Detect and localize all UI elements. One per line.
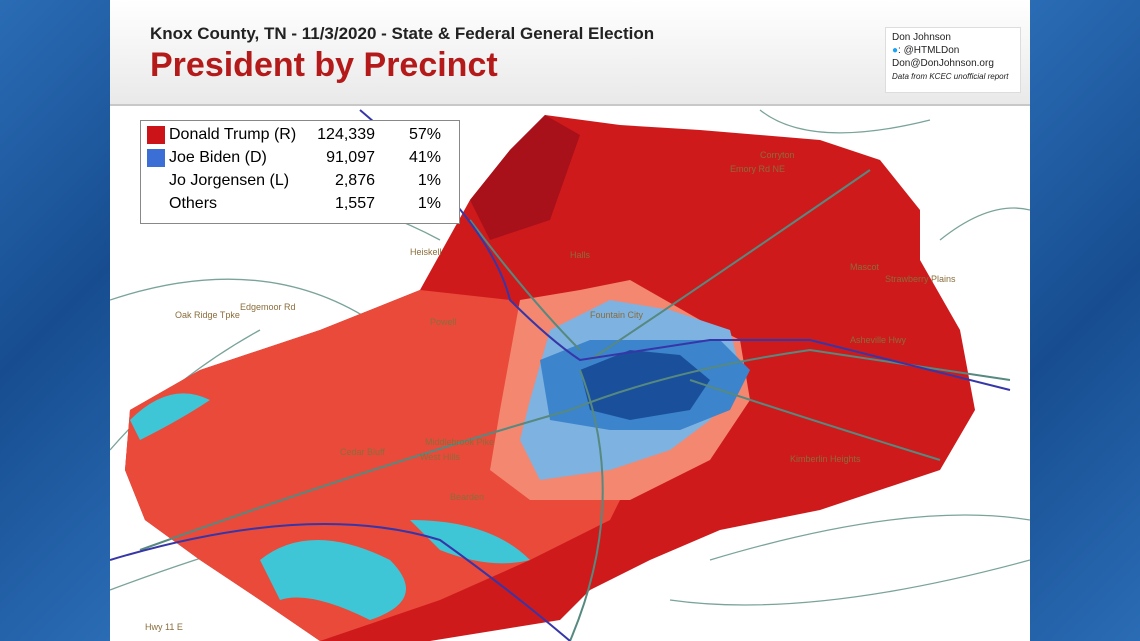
place-label: Oak Ridge Tpke: [175, 310, 240, 320]
subtitle: President by Precinct: [150, 46, 498, 84]
legend-row: Donald Trump (R) 124,339 57%: [145, 124, 455, 146]
precinct-dark: [470, 115, 580, 240]
panel: Heiskell Halls Corryton Powell Mascot Strawbe…: [110, 0, 1030, 641]
title: Knox County, TN - 11/3/2020 - State & Fe…: [150, 24, 655, 43]
place-label: Halls: [570, 250, 591, 260]
place-label: Fountain City: [590, 310, 644, 320]
twitter-icon: ●: [892, 45, 899, 56]
interstate: [110, 523, 571, 641]
legend-swatch: [147, 126, 165, 144]
votes: 1,557: [334, 195, 375, 212]
place-label: Middlebrook Pike: [425, 437, 494, 447]
place-label: Bearden: [450, 492, 484, 502]
legend-row: Jo Jorgensen (L) 2,876 1%: [145, 170, 455, 192]
percent: 57%: [408, 126, 441, 143]
place-label: Asheville Hwy: [850, 335, 907, 345]
place-label: Mascot: [850, 262, 880, 272]
lake: [130, 393, 530, 620]
credit-twitter: ●: @HTMLDon: [892, 44, 1014, 57]
credit-note: Data from KCEC unofficial report: [892, 72, 1009, 81]
credit-name: Don Johnson: [892, 32, 951, 43]
candidate: Others: [169, 195, 218, 212]
legend-swatch: [147, 149, 165, 167]
votes: 124,339: [317, 126, 375, 143]
place-label: Emory Rd NE: [730, 164, 785, 174]
credit-email: Don@DonJohnson.org: [892, 58, 994, 69]
place-label: Edgemoor Rd: [240, 302, 296, 312]
credit: Don Johnson ●: @HTMLDon Don@DonJohnson.o…: [885, 27, 1021, 93]
votes: 2,876: [334, 172, 375, 189]
legend-row: Joe Biden (D) 91,097 41%: [145, 147, 455, 169]
place-label: Kimberlin Heights: [790, 454, 861, 464]
candidate: Donald Trump (R): [169, 126, 297, 143]
map: Heiskell Halls Corryton Powell Mascot Strawbe…: [110, 109, 1030, 641]
header: Knox County, TN - 11/3/2020 - State & Fe…: [110, 0, 1030, 106]
legend: Donald Trump (R) 124,339 57% Joe Biden (D) 9…: [140, 120, 460, 224]
candidate: Jo Jorgensen (L): [169, 172, 290, 189]
side-bg: [0, 0, 110, 641]
candidate: Joe Biden (D): [169, 149, 267, 166]
percent: 41%: [408, 149, 441, 166]
place-label: Hwy 11 E: [145, 622, 183, 632]
place-label: Cedar Bluff: [340, 447, 385, 457]
percent: 1%: [417, 172, 441, 189]
place-label: Powell: [430, 317, 457, 327]
place-label: Heiskell: [410, 247, 442, 257]
place-label: West Hills: [420, 452, 460, 462]
side-bg: [1030, 0, 1140, 641]
votes: 91,097: [326, 149, 375, 166]
twitter-handle: : @HTMLDon: [898, 45, 960, 56]
place-label: Corryton: [760, 150, 795, 160]
legend-row: Others 1,557 1%: [145, 193, 455, 215]
place-label: Strawberry Plains: [885, 274, 956, 284]
percent: 1%: [417, 195, 441, 212]
